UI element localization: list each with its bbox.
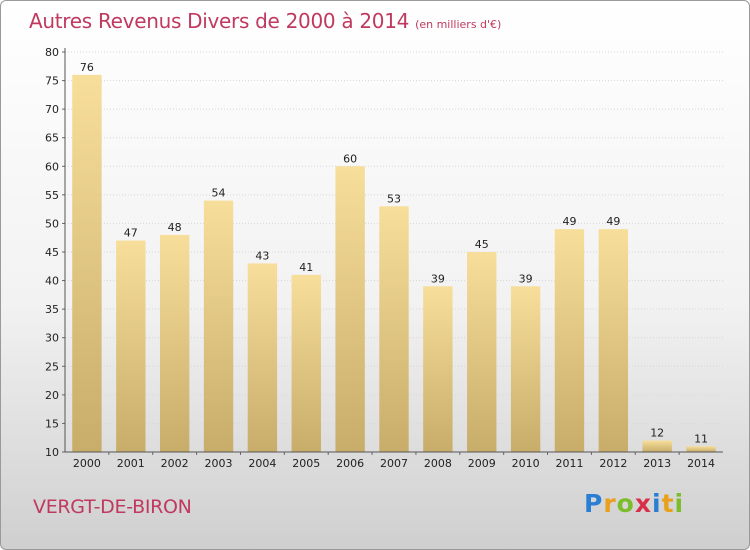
x-tick-label: 2001 [117, 457, 145, 470]
bar-value-label: 45 [475, 238, 489, 251]
bar [335, 166, 365, 453]
x-tick-label: 2014 [687, 457, 715, 470]
logo-letter: P [584, 489, 604, 518]
bar [203, 200, 234, 452]
logo-letter: i [674, 489, 685, 518]
bar [554, 229, 585, 452]
x-tick-label: 2005 [292, 457, 320, 470]
logo-letter: t [661, 489, 675, 518]
bar [116, 240, 146, 452]
y-tick-label: 25 [45, 360, 59, 373]
bar-value-label: 47 [124, 227, 138, 240]
bar [642, 440, 672, 452]
y-tick-label: 50 [45, 217, 59, 230]
bar-value-label: 48 [168, 221, 182, 234]
bars: 76 47 48 54 43 41 60 53 39 45 39 49 49 12 11 [72, 61, 716, 453]
bar [598, 229, 629, 452]
y-tick-label: 45 [45, 246, 59, 259]
bar [72, 74, 102, 452]
logo-letter: x [634, 489, 652, 518]
axes: 10 15 20 25 30 35 40 45 50 55 60 65 70 75 80 2000 2001 20… [45, 46, 723, 470]
x-tick-label: 2000 [73, 457, 101, 470]
x-tick-label: 2011 [555, 457, 583, 470]
bar-value-label: 43 [255, 249, 269, 262]
bar-value-label: 49 [606, 215, 620, 228]
x-tick-label: 2008 [424, 457, 452, 470]
bar-value-label: 54 [212, 187, 226, 200]
x-tick-label: 2004 [248, 457, 276, 470]
y-tick-label: 65 [45, 132, 59, 145]
bar [510, 286, 541, 452]
y-tick-label: 20 [45, 389, 59, 402]
x-tick-label: 2010 [512, 457, 540, 470]
bar-value-label: 49 [562, 215, 576, 228]
y-tick-label: 60 [45, 160, 59, 173]
bar-value-label: 39 [431, 272, 445, 285]
x-tick-label: 2002 [161, 457, 189, 470]
y-tick-label: 30 [45, 332, 59, 345]
bar-value-label: 11 [694, 432, 708, 445]
x-tick-label: 2013 [643, 457, 671, 470]
bar-value-label: 39 [519, 272, 533, 285]
logo-letter: r [603, 489, 617, 518]
x-tick-label: 2009 [468, 457, 496, 470]
y-tick-label: 15 [45, 417, 59, 430]
title-block: Autres Revenus Divers de 2000 à 2014 (en … [29, 9, 501, 33]
bar [247, 263, 278, 452]
bar [379, 206, 409, 452]
bar-value-label: 12 [650, 427, 664, 440]
bar-value-label: 60 [343, 152, 357, 165]
y-tick-label: 10 [45, 446, 59, 459]
x-tick-label: 2003 [205, 457, 233, 470]
logo-letter: o [616, 489, 635, 518]
y-tick-label: 75 [45, 75, 59, 88]
y-tick-label: 70 [45, 103, 59, 116]
bar-value-label: 41 [299, 261, 313, 274]
x-tick-label: 2007 [380, 457, 408, 470]
logo-letter: i [652, 489, 662, 518]
bar [467, 252, 497, 452]
y-tick-label: 40 [45, 275, 59, 288]
x-tick-label: 2006 [336, 457, 364, 470]
commune-name: VERGT-DE-BIRON [33, 496, 192, 518]
y-tick-label: 55 [45, 189, 59, 202]
bar-value-label: 53 [387, 192, 401, 205]
chart-subtitle: (en milliers d'€) [415, 18, 502, 31]
bar [291, 274, 321, 452]
bar [686, 446, 716, 452]
x-tick-label: 2012 [599, 457, 627, 470]
bar [159, 234, 190, 452]
proxiti-logo: Proxiti [584, 489, 684, 518]
y-tick-label: 35 [45, 303, 59, 316]
y-tick-label: 80 [45, 46, 59, 59]
bar [423, 286, 453, 452]
bar-value-label: 76 [80, 61, 94, 74]
chart-title: Autres Revenus Divers de 2000 à 2014 [29, 9, 410, 33]
